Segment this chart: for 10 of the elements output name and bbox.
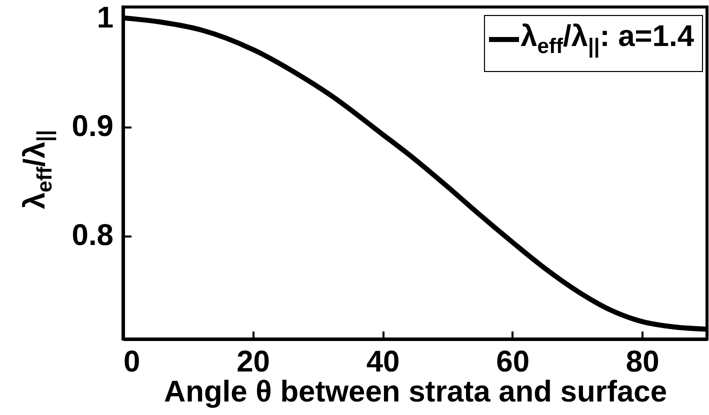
y-tick-label: 1	[96, 1, 114, 34]
y-tick-label: 0.8	[72, 219, 114, 252]
x-axis-title: Angle θ between strata and surface	[164, 376, 668, 408]
x-tick-label: 20	[236, 346, 270, 378]
x-tick-label: 60	[496, 346, 530, 378]
x-tick-label: 0	[124, 346, 140, 378]
x-tick-label: 80	[626, 346, 660, 378]
x-tick-label: 40	[366, 346, 400, 378]
y-tick-label: 0.9	[72, 110, 114, 144]
legend-label: λ$_{eff}$/λ$_{||}$: a=1.4	[520, 20, 694, 59]
